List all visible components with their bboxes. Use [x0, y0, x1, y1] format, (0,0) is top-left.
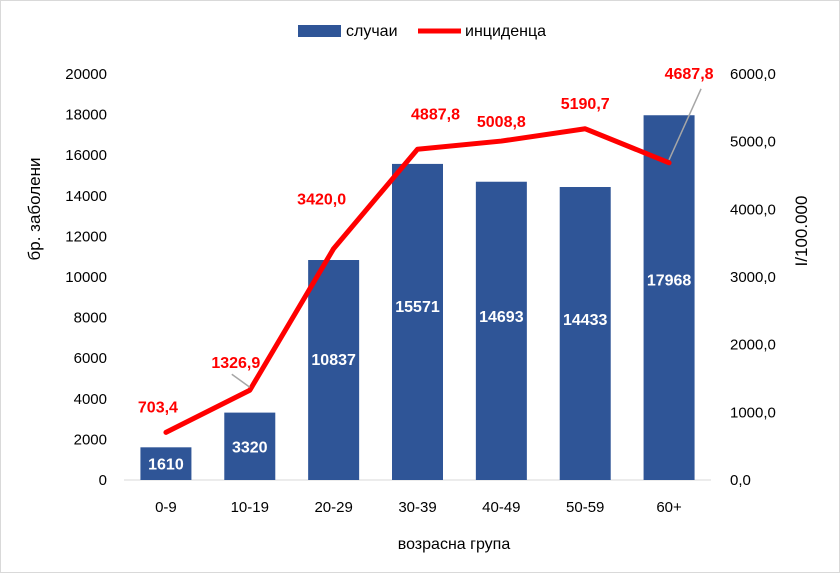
y-tick-label: 6000	[74, 350, 107, 367]
y-tick-label: 12000	[65, 228, 107, 245]
y-tick-label: 4000	[74, 391, 107, 408]
y-tick-label: 20000	[65, 66, 107, 83]
bar-0-9	[140, 447, 192, 480]
y2-tick-label: 0,0	[730, 472, 751, 489]
y2-tick-label: 4000,0	[730, 201, 776, 218]
line-data-label: 4687,8	[665, 66, 714, 83]
line-data-label: 703,4	[138, 399, 178, 416]
bar-data-label: 14433	[563, 312, 608, 329]
y2-tick-label: 1000,0	[730, 404, 776, 421]
line-data-label: 1326,9	[211, 355, 260, 372]
line-data-label: 4887,8	[411, 106, 460, 123]
left-axis-ticks: 0 2000 4000 6000 8000 10000 12000 14000 16000 180…	[65, 66, 107, 489]
x-axis-ticks: 0-9 10-19 20-29 30-39 40-49 50-59 60+	[155, 499, 682, 516]
bar-data-label: 14693	[479, 309, 524, 326]
bar-60+	[643, 115, 695, 480]
y2-tick-label: 3000,0	[730, 269, 776, 286]
y-tick-label: 10000	[65, 269, 107, 286]
leader-lines	[231, 88, 702, 388]
x-tick-label: 20-29	[314, 499, 352, 516]
bar-50-59	[559, 187, 611, 480]
line-data-label: 5008,8	[477, 114, 526, 131]
y-tick-label: 0	[99, 472, 107, 489]
y-axis-title: бр. заболени	[25, 158, 44, 261]
legend: случаи инциденца	[298, 23, 546, 40]
y-tick-label: 14000	[65, 188, 107, 205]
line-data-label: 5190,7	[561, 96, 610, 113]
y2-tick-label: 2000,0	[730, 337, 776, 354]
legend-label-cases: случаи	[346, 23, 398, 40]
y-tick-label: 18000	[65, 107, 107, 124]
y-tick-label: 2000	[74, 431, 107, 448]
y2-tick-label: 6000,0	[730, 66, 776, 83]
y-tick-label: 16000	[65, 147, 107, 164]
legend-label-incidence: инциденца	[465, 23, 546, 40]
y2-axis-title: I/100.000	[792, 196, 811, 267]
x-tick-label: 10-19	[231, 499, 269, 516]
right-axis-ticks: 0,0 1000,0 2000,0 3000,0 4000,0 5000,0 6000,0	[730, 66, 776, 489]
bar-data-labels: 1610 3320 10837 15571 14693 14433 17968	[148, 272, 691, 473]
incidence-line	[163, 126, 672, 435]
line-data-label: 3420,0	[297, 192, 346, 209]
line-data-labels: 703,4 1326,9 3420,0 4887,8 5008,8 5190,7 4687,…	[138, 66, 714, 417]
leader-line	[231, 373, 251, 388]
bar-10-19	[224, 412, 276, 480]
bar-30-39	[392, 163, 443, 481]
bar-20-29	[308, 260, 360, 480]
bar-data-label: 15571	[395, 299, 440, 316]
y-tick-label: 8000	[74, 310, 107, 327]
bar-data-label: 10837	[311, 352, 356, 369]
x-tick-label: 30-39	[398, 499, 436, 516]
x-tick-label: 40-49	[482, 499, 520, 516]
bar-series	[140, 115, 695, 481]
bar-40-49	[475, 181, 527, 480]
line-series	[163, 126, 672, 435]
leader-line	[668, 88, 702, 161]
bar-data-label: 3320	[232, 439, 268, 456]
x-axis-title: возрасна група	[398, 536, 511, 553]
legend-swatch-cases	[298, 25, 341, 37]
y2-tick-label: 5000,0	[730, 134, 776, 151]
bar-data-label: 17968	[647, 272, 692, 289]
x-tick-label: 0-9	[155, 499, 177, 516]
bar-data-label: 1610	[148, 457, 184, 474]
x-tick-label: 60+	[656, 499, 682, 516]
x-tick-label: 50-59	[566, 499, 604, 516]
